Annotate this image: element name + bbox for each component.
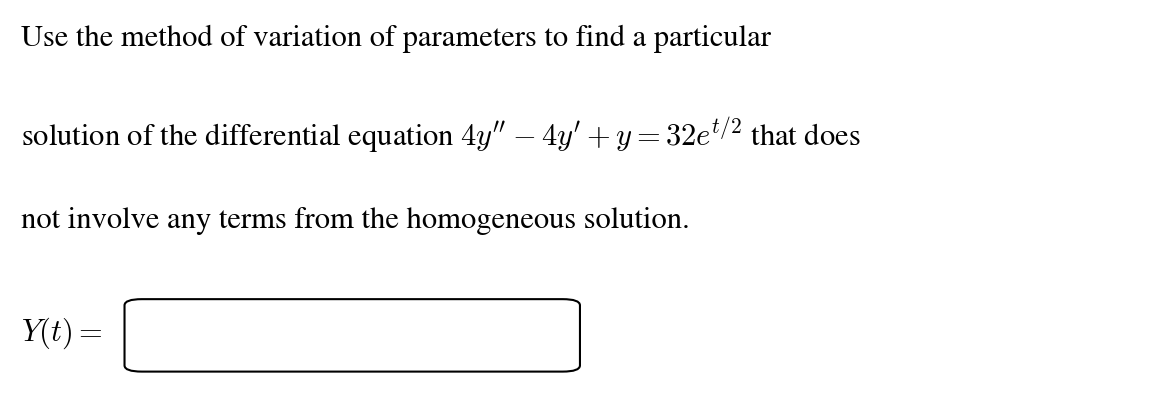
Text: Use the method of variation of parameters to find a particular: Use the method of variation of parameter… — [21, 25, 770, 53]
Text: not involve any terms from the homogeneous solution.: not involve any terms from the homogeneo… — [21, 206, 689, 235]
Text: solution of the differential equation $4y^{\prime\prime} - 4y^{\prime} + y = 32e: solution of the differential equation $4… — [21, 116, 860, 155]
FancyBboxPatch shape — [125, 299, 580, 372]
Text: $Y(t) =$: $Y(t) =$ — [21, 315, 103, 350]
